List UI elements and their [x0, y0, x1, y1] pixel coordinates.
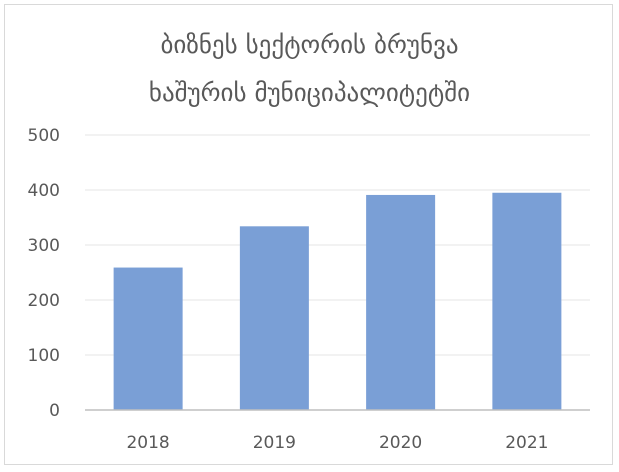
x-tick-label: 2018 [126, 433, 169, 453]
x-axis-ticks: 2018 2019 2020 2021 [126, 433, 548, 453]
bars [113, 192, 562, 410]
bar-2018 [113, 267, 183, 410]
y-tick-label: 300 [28, 236, 60, 256]
y-tick-label: 400 [28, 181, 60, 201]
x-tick-label: 2021 [505, 433, 548, 453]
y-axis-ticks: 0 100 200 300 400 500 [28, 126, 60, 421]
chart-title-line-1: ბიზნეს სექტორის ბრუნვა [160, 30, 459, 59]
chart-title-line-2: ხაშურის მუნიციპალიტეტში [148, 78, 471, 107]
bar-2019 [239, 226, 309, 410]
x-tick-label: 2019 [253, 433, 296, 453]
y-tick-label: 200 [28, 291, 60, 311]
y-tick-label: 0 [49, 401, 60, 421]
x-tick-label: 2020 [379, 433, 422, 453]
y-tick-label: 500 [28, 126, 60, 146]
bar-2020 [366, 194, 436, 410]
y-tick-label: 100 [28, 346, 60, 366]
bar-2021 [492, 192, 562, 410]
